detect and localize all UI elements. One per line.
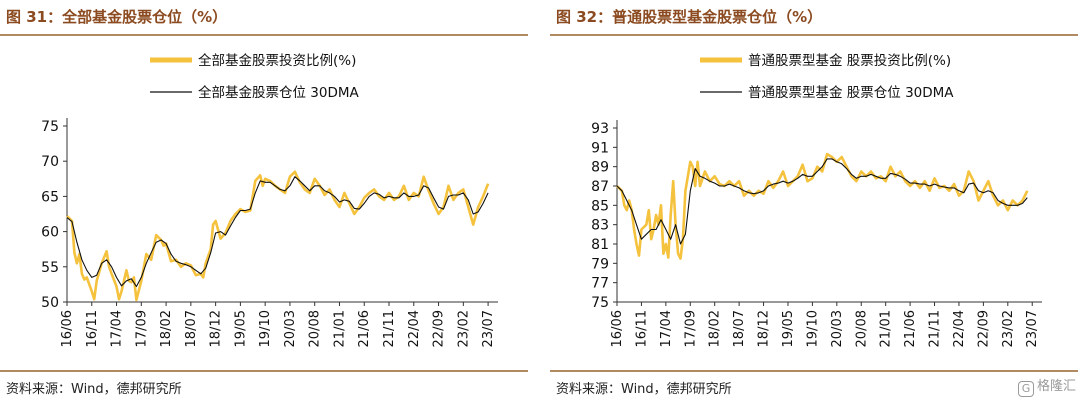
- y-tick-label: 89: [591, 160, 609, 176]
- y-tick-label: 81: [591, 237, 609, 253]
- x-tick-label: 17/09: [134, 310, 149, 347]
- x-tick-label: 16/06: [610, 310, 625, 347]
- position-chart-all-funds: 全部基金股票投资比例(%) 全部基金股票仓位 30DMA 50 55 60 65 70 75 1…: [41, 52, 498, 347]
- series-line-30dma: [66, 176, 489, 288]
- y-tick-label: 79: [591, 256, 609, 272]
- y-tick-label: 83: [591, 218, 609, 234]
- x-tick-label: 18/07: [732, 310, 747, 347]
- figure-31-panel: 图 31：全部基金股票仓位（%） 全部基金股票投资比例(%) 全部基金股票仓位 3…: [0, 0, 528, 403]
- watermark: G 格隆汇: [1017, 375, 1076, 397]
- legend-label: 普通股票型基金 股票仓位 30DMA: [748, 84, 954, 101]
- x-tick-label: 19/10: [258, 310, 273, 347]
- legend-label: 全部基金股票仓位 30DMA: [198, 84, 360, 101]
- x-tick-label: 18/07: [184, 310, 199, 347]
- x-tick-label: 21/01: [879, 310, 894, 347]
- series-line-30dma: [616, 158, 1028, 245]
- figure-title: 图 31：全部基金股票仓位（%）: [6, 8, 228, 26]
- x-tick-label: 18/12: [209, 310, 224, 347]
- x-tick-label: 23/02: [456, 310, 471, 347]
- watermark-text: 格隆汇: [1036, 379, 1076, 394]
- figure-title: 图 32：普通股票型基金股票仓位（%）: [556, 8, 823, 26]
- y-tick-label: 87: [591, 179, 609, 195]
- source-rule: [550, 370, 1078, 372]
- x-tick-label: 17/04: [110, 310, 125, 347]
- x-tick-label: 19/10: [805, 310, 820, 347]
- position-chart-equity-funds: 普通股票型基金 股票投资比例(%) 普通股票型基金 股票仓位 30DMA 75 77 7…: [591, 52, 1042, 347]
- x-tick-label: 19/05: [233, 310, 248, 347]
- logo-glyph-icon: G: [1017, 381, 1034, 397]
- y-tick-label: 60: [41, 225, 59, 241]
- x-tick-label: 22/04: [407, 310, 422, 347]
- y-tick-label: 50: [41, 295, 59, 311]
- y-tick-label: 85: [591, 198, 609, 214]
- series-line-ratio: [616, 152, 1029, 260]
- x-tick-label: 22/09: [976, 310, 991, 347]
- x-tick-label: 21/01: [332, 310, 347, 347]
- legend-label: 全部基金股票投资比例(%): [198, 52, 356, 69]
- source-rule: [0, 370, 528, 372]
- y-tick-label: 91: [591, 140, 609, 156]
- x-tick-label: 22/09: [432, 310, 447, 347]
- x-tick-label: 21/06: [903, 310, 918, 347]
- x-tick-label: 18/02: [708, 310, 723, 347]
- x-tick-label: 18/12: [757, 310, 772, 347]
- x-tick-label: 21/06: [357, 310, 372, 347]
- y-tick-label: 77: [591, 276, 609, 292]
- x-tick-label: 18/02: [159, 310, 174, 347]
- y-tick-label: 55: [41, 260, 59, 276]
- x-tick-label: 23/07: [1025, 310, 1040, 347]
- x-tick-label: 22/04: [952, 310, 967, 347]
- x-tick-label: 20/08: [308, 310, 323, 347]
- title-rule: [0, 34, 528, 36]
- source-note: 资料来源：Wind，德邦研究所: [6, 382, 182, 397]
- y-tick-label: 75: [591, 295, 609, 311]
- y-tick-label: 75: [41, 119, 59, 135]
- x-tick-label: 21/11: [928, 310, 943, 347]
- x-tick-label: 19/05: [781, 310, 796, 347]
- x-tick-label: 23/02: [1001, 310, 1016, 347]
- figure-32-panel: 图 32：普通股票型基金股票仓位（%） 普通股票型基金 股票投资比例(%) 普通股…: [550, 0, 1078, 403]
- x-tick-label: 17/04: [659, 310, 674, 347]
- x-tick-label: 16/11: [85, 310, 100, 347]
- series-line-ratio: [66, 170, 490, 302]
- source-note: 资料来源：Wind，德邦研究所: [556, 382, 732, 397]
- y-tick-label: 65: [41, 189, 59, 205]
- x-tick-label: 20/03: [283, 310, 298, 347]
- x-tick-label: 16/11: [634, 310, 649, 347]
- x-tick-label: 23/07: [481, 310, 496, 347]
- x-tick-label: 20/03: [830, 310, 845, 347]
- x-tick-label: 16/06: [60, 310, 75, 347]
- title-rule: [550, 34, 1078, 36]
- x-tick-label: 20/08: [854, 310, 869, 347]
- y-tick-label: 93: [591, 121, 609, 137]
- y-tick-label: 70: [41, 154, 59, 170]
- x-tick-label: 17/09: [683, 310, 698, 347]
- x-tick-label: 21/11: [382, 310, 397, 347]
- legend-label: 普通股票型基金 股票投资比例(%): [748, 52, 951, 69]
